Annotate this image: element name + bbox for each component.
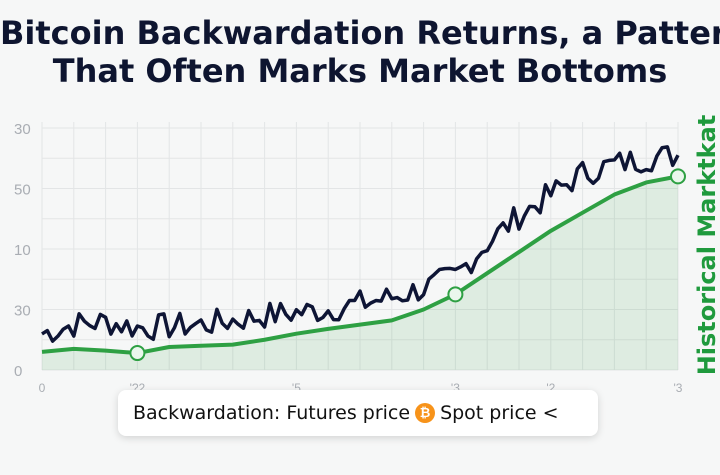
x-tick-label: '2 <box>546 381 555 395</box>
x-tick-label: 0 <box>39 381 46 395</box>
y-tick-label: 0 <box>14 363 22 380</box>
bottom-marker <box>447 286 464 303</box>
y-tick-label: 10 <box>14 242 31 259</box>
y-tick-label: 30 <box>14 303 31 320</box>
series-line-green <box>41 174 679 356</box>
bitcoin-icon: ₿ <box>415 403 436 423</box>
chart-title: Bitcoin Backwardation Returns, a Pattern… <box>0 14 720 90</box>
y-tick-label: 50 <box>14 182 31 199</box>
title-line-1: Bitcoin Backwardation Returns, a Pattern <box>0 14 720 52</box>
x-tick-label: '3 <box>451 381 460 395</box>
area-fill <box>42 176 678 370</box>
x-tick-label: '5 <box>292 381 301 395</box>
callout-text-2: Spot price < <box>440 402 559 424</box>
title-line-2: That Often Marks Market Bottoms <box>52 52 668 90</box>
y-tick-label: 30 <box>14 121 31 138</box>
x-tick-label: '3 <box>674 381 683 395</box>
right-axis-label: Historical Marktkat <box>693 114 720 376</box>
bottom-marker <box>129 345 146 362</box>
backwardation-callout: Backwardation: Futures price ₿ Spot pric… <box>118 390 598 436</box>
series-line-dark <box>41 145 680 343</box>
callout-text-1: Backwardation: Futures price <box>133 402 411 424</box>
bottom-marker <box>670 168 686 185</box>
